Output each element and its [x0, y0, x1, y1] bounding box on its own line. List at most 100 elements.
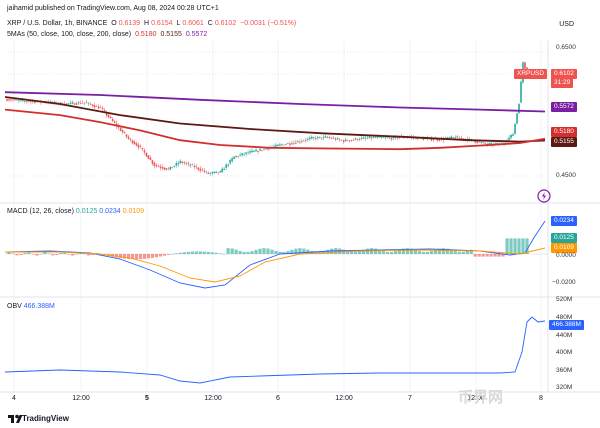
macd-hist-bar — [23, 252, 27, 254]
candle-body — [201, 169, 204, 171]
macd-hist-bar — [417, 251, 422, 254]
candle-body — [129, 138, 132, 140]
tradingview-brand[interactable]: TradingView — [22, 414, 69, 423]
candle-body — [87, 102, 90, 104]
candle-body — [263, 149, 265, 150]
ma100-badge: 0.5155 — [551, 137, 577, 147]
candle-body — [157, 165, 160, 167]
macd-hist-bar — [134, 254, 139, 260]
macd-hist-bar — [425, 251, 429, 254]
candle-body — [273, 146, 275, 148]
macd-hist-bar — [206, 251, 210, 254]
macd-hist-bar — [43, 252, 47, 254]
countdown-badge: 31:29 — [551, 78, 574, 88]
macd-hist-bar — [15, 254, 19, 256]
candle-body — [127, 136, 130, 139]
macd-hist-bar — [7, 252, 11, 254]
currency-label[interactable]: USD — [559, 21, 574, 28]
candle-body — [197, 167, 200, 170]
candle-body — [195, 166, 198, 168]
candle-body — [65, 103, 68, 105]
macd-hist-bar — [354, 251, 358, 254]
macd-hist-bar — [91, 254, 95, 255]
lightning-alert-icon[interactable] — [537, 189, 551, 203]
candle-body — [139, 146, 142, 147]
candle-body — [422, 138, 425, 140]
candle-body — [109, 116, 112, 119]
macd-hist-bar — [226, 248, 230, 254]
candle-body — [203, 170, 206, 172]
candle-body — [338, 139, 341, 141]
candle-body — [432, 139, 435, 140]
candle-body — [416, 137, 419, 140]
x-tick: 8 — [539, 395, 543, 402]
symbol-ohlc-line: XRP / U.S. Dollar, 1h, BINANCE O 0.6139 H… — [7, 20, 298, 27]
ma100-line — [4, 96, 546, 143]
candle-body — [34, 101, 36, 103]
published-line: jaihamid published on TradingView.com, A… — [7, 5, 219, 12]
candle-body — [510, 134, 512, 138]
candle-body — [97, 106, 100, 109]
ma200-badge: 0.5572 — [551, 102, 577, 112]
candle-body — [119, 127, 122, 131]
macd-hist-bar — [35, 254, 39, 256]
candle-body — [458, 137, 461, 139]
obv-tick: 440M — [556, 332, 573, 339]
macd-hist-bar — [39, 253, 43, 255]
ohlc-c: 0.6102 — [214, 20, 237, 27]
candle-body — [211, 172, 214, 174]
macd-hist-bar — [31, 254, 35, 255]
candle-body — [20, 99, 22, 101]
candle-body — [229, 159, 231, 164]
macd-tick: 0.0000 — [556, 252, 576, 259]
macd-hist-bar — [385, 251, 390, 254]
candle-body — [93, 105, 96, 108]
x-tick: 12:00 — [335, 395, 353, 402]
ma-legend[interactable]: 5MAs (50, close, 100, close, 200, close)… — [7, 31, 209, 38]
macd-hist-bar — [47, 253, 51, 255]
macd-tick: −0.0200 — [552, 279, 576, 286]
symbol-title[interactable]: XRP / U.S. Dollar, 1h, BINANCE — [7, 20, 108, 27]
candle-body — [488, 143, 490, 145]
macd-hist-bar — [150, 254, 155, 258]
candle-body — [396, 137, 399, 139]
macd-hist-bar — [262, 248, 266, 254]
macd-hist-badge: 0.0125 — [551, 233, 577, 243]
candle-body — [346, 140, 349, 142]
candle-body — [460, 138, 463, 139]
candle-body — [514, 123, 516, 134]
candle-body — [59, 102, 62, 104]
candle-body — [494, 143, 496, 145]
candle-body — [478, 141, 480, 143]
macd-line-badge: 0.0234 — [551, 216, 577, 226]
candle-body — [476, 141, 478, 143]
candle-body — [105, 112, 108, 116]
candle-body — [233, 156, 235, 160]
candle-body — [187, 163, 190, 165]
candle-body — [374, 137, 377, 138]
candle-body — [147, 155, 150, 159]
macd-hist-bar — [477, 254, 481, 257]
candle-body — [524, 62, 526, 69]
candle-body — [398, 137, 401, 139]
macd-hist-bar — [358, 251, 362, 254]
macd-hist-bar — [146, 254, 151, 259]
candle-body — [26, 101, 28, 102]
candle-body — [251, 150, 253, 153]
candle-body — [163, 167, 166, 170]
macd-legend[interactable]: MACD (12, 26, close) 0.0125 0.0234 0.010… — [7, 208, 144, 215]
candle-body — [249, 151, 251, 153]
candle-body — [287, 143, 289, 144]
obv-legend[interactable]: OBV 466.388M — [7, 303, 55, 310]
macd-hist-bar — [210, 252, 214, 254]
ohlc-change: −0.0031 (−0.51%) — [240, 20, 297, 27]
macd-hist-bar — [254, 249, 258, 254]
candle-body — [73, 103, 76, 105]
candle-body — [77, 102, 80, 104]
candle-body — [454, 137, 457, 139]
candle-body — [185, 163, 188, 164]
candle-body — [320, 137, 323, 139]
obv-tick: 520M — [556, 296, 573, 303]
